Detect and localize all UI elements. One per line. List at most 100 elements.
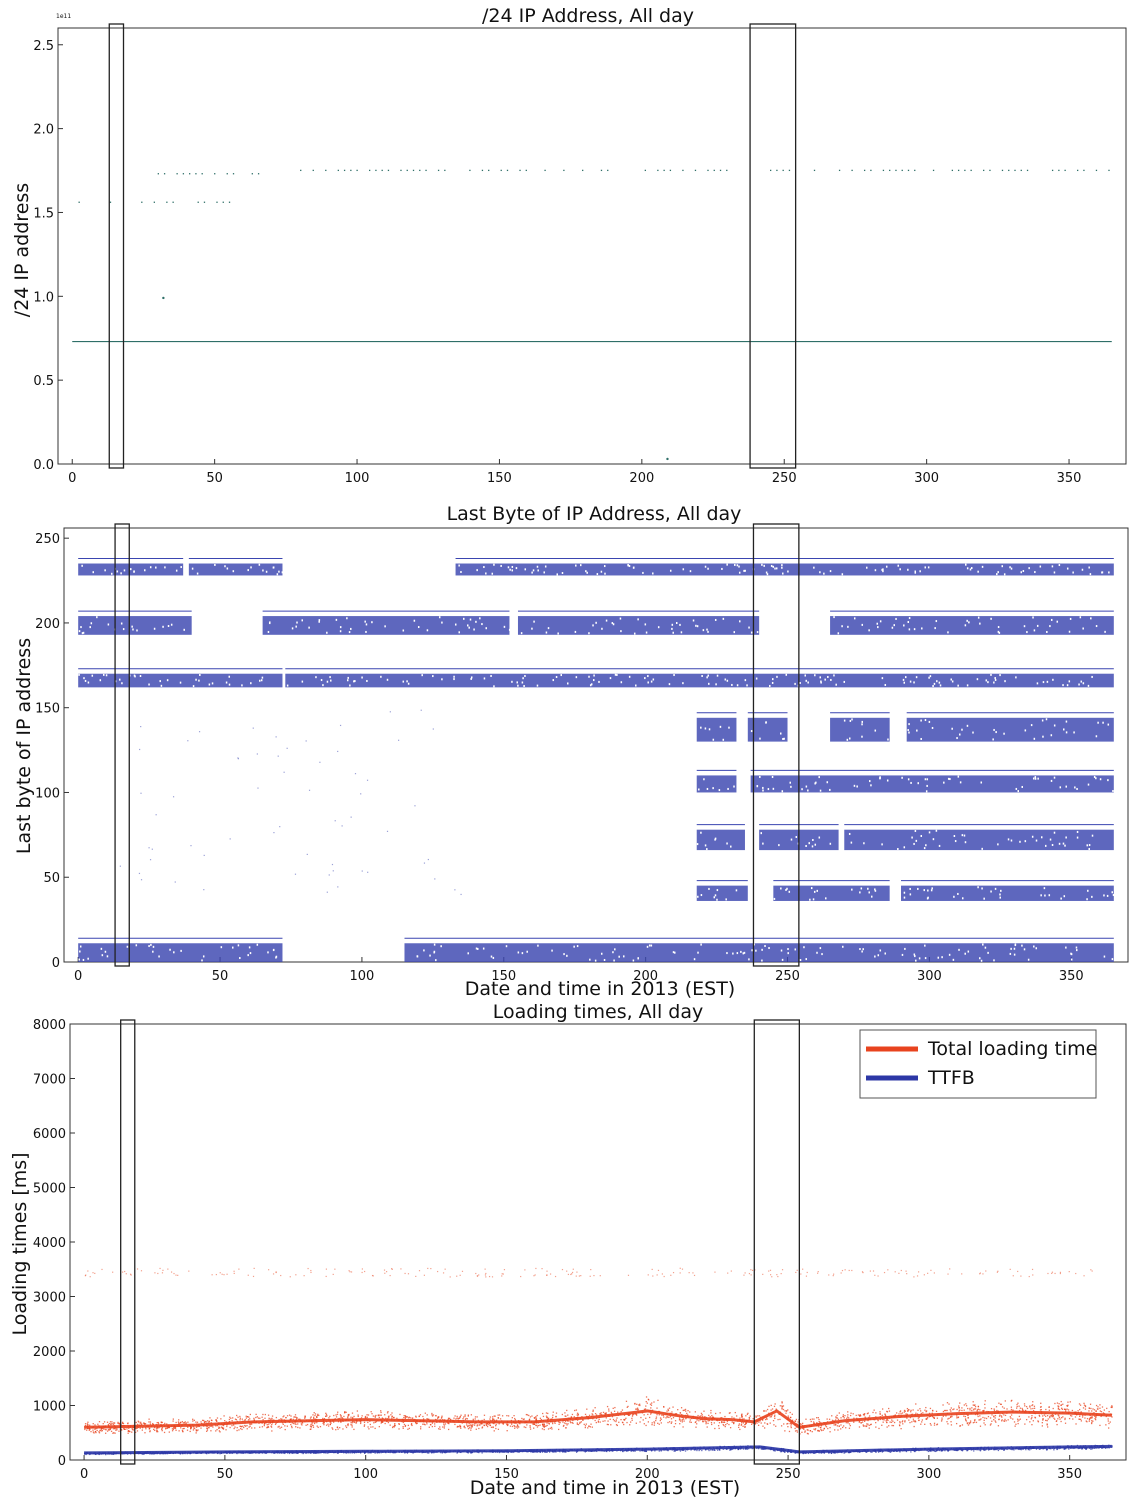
data-point bbox=[790, 1423, 793, 1425]
data-point bbox=[128, 1430, 130, 1433]
data-point bbox=[607, 169, 609, 172]
data-point bbox=[494, 1415, 496, 1417]
data-point bbox=[415, 1422, 418, 1425]
data-point bbox=[193, 1419, 196, 1421]
data-point bbox=[224, 1420, 226, 1422]
data-point bbox=[623, 1419, 626, 1421]
data-point bbox=[304, 1417, 306, 1419]
data-point bbox=[314, 1413, 317, 1415]
data-point bbox=[599, 1421, 601, 1423]
data-point bbox=[185, 1422, 187, 1424]
data-point bbox=[148, 847, 150, 849]
data-point bbox=[645, 1400, 647, 1403]
data-point bbox=[567, 1423, 569, 1425]
data-point bbox=[969, 1421, 972, 1424]
band-gap bbox=[843, 719, 846, 722]
data-point bbox=[149, 1421, 152, 1423]
data-point bbox=[977, 1406, 980, 1408]
data-point bbox=[1089, 1403, 1092, 1405]
band-gap bbox=[756, 785, 759, 788]
data-point bbox=[1046, 1424, 1048, 1426]
band-gap bbox=[913, 681, 915, 684]
data-point bbox=[604, 1412, 606, 1415]
band-gap bbox=[714, 838, 716, 841]
data-point bbox=[103, 1428, 105, 1430]
data-point bbox=[466, 1424, 468, 1426]
data-point bbox=[158, 1426, 160, 1429]
band-gap bbox=[759, 737, 761, 740]
data-point bbox=[341, 825, 343, 827]
data-point bbox=[1012, 1418, 1014, 1420]
band-gap bbox=[211, 682, 214, 685]
band-gap bbox=[947, 631, 949, 634]
band-gap bbox=[695, 624, 697, 627]
band-gap bbox=[967, 950, 970, 953]
data-point bbox=[738, 1424, 740, 1427]
data-point bbox=[984, 1424, 986, 1426]
data-point bbox=[643, 1414, 645, 1416]
band-gap bbox=[992, 738, 994, 741]
data-point bbox=[535, 1416, 537, 1418]
outlier-point bbox=[177, 1274, 179, 1276]
data-point bbox=[242, 1425, 244, 1427]
band-gap bbox=[326, 631, 328, 634]
data-point bbox=[463, 1426, 465, 1428]
band-gap bbox=[987, 951, 989, 954]
data-point bbox=[824, 1425, 827, 1427]
data-point bbox=[713, 1422, 715, 1424]
data-point bbox=[840, 1424, 842, 1426]
band-gap bbox=[1024, 729, 1027, 732]
data-point bbox=[539, 1424, 541, 1426]
data-point bbox=[470, 1414, 473, 1416]
band-gap bbox=[531, 627, 533, 630]
data-point bbox=[942, 1404, 944, 1406]
band-gap bbox=[1066, 684, 1069, 687]
data-point bbox=[685, 1418, 687, 1420]
data-point bbox=[406, 1452, 409, 1454]
data-point bbox=[481, 1427, 483, 1429]
data-point bbox=[267, 1426, 270, 1428]
data-point bbox=[645, 1417, 647, 1419]
data-point bbox=[745, 1422, 748, 1424]
data-point bbox=[156, 1422, 158, 1424]
data-point bbox=[825, 1426, 828, 1428]
data-point bbox=[551, 1416, 554, 1419]
data-point bbox=[901, 1421, 903, 1423]
band-gap bbox=[262, 569, 264, 572]
data-point bbox=[239, 1415, 241, 1418]
data-point bbox=[649, 1413, 652, 1415]
data-point bbox=[729, 1427, 732, 1429]
data-point bbox=[1057, 1414, 1059, 1416]
data-point bbox=[787, 1426, 789, 1428]
data-point bbox=[714, 1427, 716, 1430]
data-point bbox=[584, 1425, 587, 1427]
outlier-point bbox=[571, 1273, 573, 1275]
outlier-point bbox=[762, 1273, 764, 1275]
data-point bbox=[350, 1422, 352, 1424]
data-point bbox=[744, 1424, 746, 1426]
data-point bbox=[380, 1422, 382, 1424]
data-point bbox=[258, 1422, 260, 1424]
data-point bbox=[340, 1421, 342, 1423]
data-point bbox=[834, 1419, 837, 1421]
data-point bbox=[497, 1428, 500, 1430]
data-point bbox=[685, 1410, 687, 1412]
data-point bbox=[343, 169, 346, 172]
data-point bbox=[918, 1416, 920, 1419]
band-gap bbox=[990, 890, 992, 893]
data-point bbox=[1057, 1408, 1060, 1410]
data-point bbox=[404, 1417, 407, 1420]
band-gap bbox=[954, 840, 957, 843]
data-point bbox=[151, 848, 153, 850]
outlier-point bbox=[442, 1272, 445, 1274]
band-gap bbox=[979, 622, 981, 625]
data-point bbox=[843, 1417, 845, 1419]
data-point bbox=[745, 1415, 747, 1417]
band-gap bbox=[961, 897, 964, 900]
panel-1-title: /24 IP Address, All day bbox=[482, 5, 694, 27]
data-point bbox=[768, 1405, 770, 1408]
data-point bbox=[138, 1421, 140, 1423]
band-gap bbox=[1049, 625, 1051, 628]
band-gap bbox=[1104, 630, 1106, 633]
outlier-point bbox=[484, 1274, 487, 1276]
